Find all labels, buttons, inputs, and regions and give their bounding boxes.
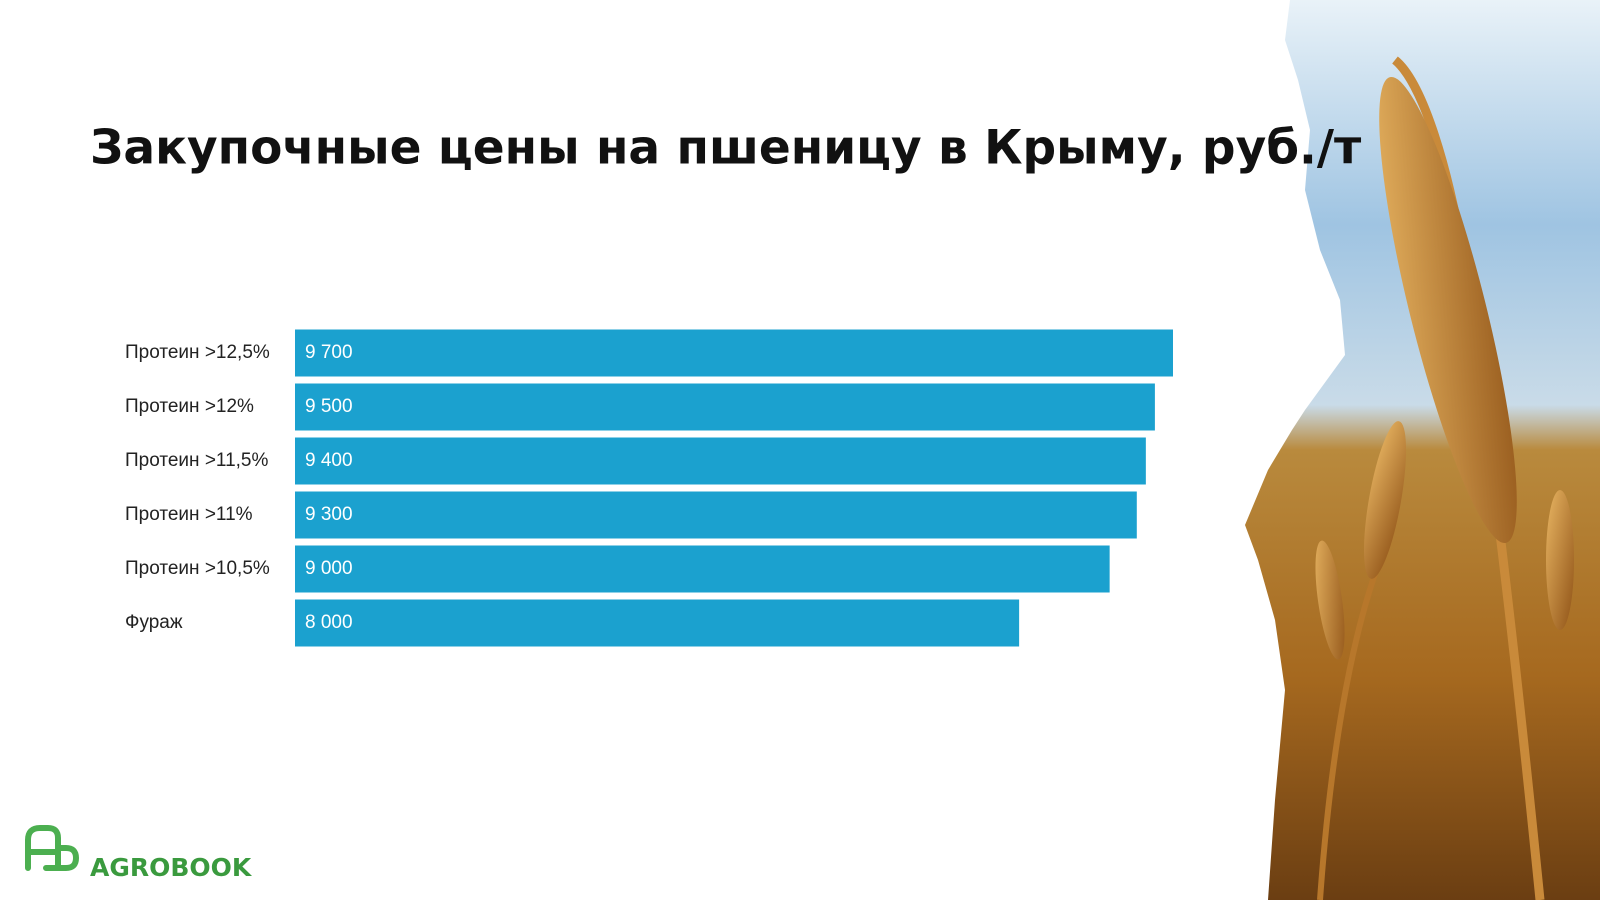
value-label: 8 000 xyxy=(305,612,353,633)
bar xyxy=(295,383,1155,431)
bar xyxy=(295,437,1146,485)
bar xyxy=(295,491,1137,539)
bar xyxy=(295,329,1173,377)
value-label: 9 400 xyxy=(305,450,353,471)
category-label: Протеин >10,5% xyxy=(125,558,270,579)
category-label: Протеин >12% xyxy=(125,396,254,417)
wheat-photo xyxy=(1245,0,1600,900)
category-label: Протеин >12,5% xyxy=(125,342,270,363)
category-label: Фураж xyxy=(125,612,183,633)
logo-text: AGROBOOK xyxy=(90,853,253,882)
category-label: Протеин >11,5% xyxy=(125,450,268,471)
value-label: 9 700 xyxy=(305,342,353,363)
bar xyxy=(295,599,1020,647)
bar xyxy=(295,545,1110,593)
logo: AGROBOOK xyxy=(25,825,253,882)
value-label: 9 500 xyxy=(305,396,353,417)
value-label: 9 300 xyxy=(305,504,353,525)
chart-title: Закупочные цены на пшеницу в Крыму, руб.… xyxy=(90,121,1362,176)
value-label: 9 000 xyxy=(305,558,353,579)
category-label: Протеин >11% xyxy=(125,504,253,525)
